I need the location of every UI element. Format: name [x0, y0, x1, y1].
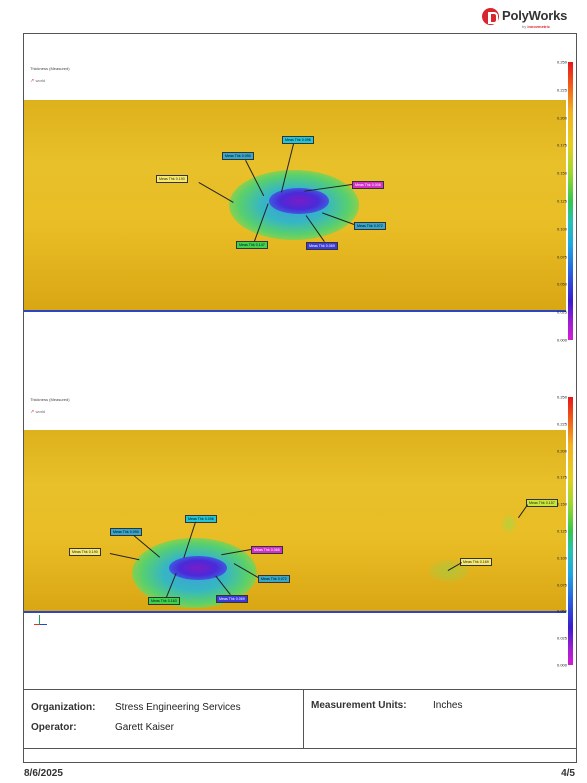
scale-tick: 0.175	[556, 474, 567, 480]
panel-title: Thickness (Measured)	[30, 397, 70, 402]
callout-1[interactable]: Meas Thk 0.090	[222, 152, 254, 161]
callout-2[interactable]: Meas Thk 0.096	[185, 515, 217, 524]
scale-tick: 0.125	[556, 198, 567, 204]
dent-core	[169, 556, 227, 580]
operator-label: Operator:	[31, 722, 77, 733]
organization-row: Organization:	[31, 702, 95, 713]
callout-1[interactable]: Meas Thk 0.090	[110, 528, 142, 537]
color-scale-ticks: 0.250 0.225 0.200 0.175 0.150 0.125 0.10…	[550, 394, 568, 668]
logo-text: PolyWorks	[502, 8, 568, 23]
scale-tick: 0.150	[556, 501, 567, 507]
report-info-table: Organization: Stress Engineering Service…	[23, 689, 577, 749]
scale-tick: 0.100	[556, 555, 567, 561]
minor-dent-region	[502, 515, 516, 533]
scale-tick: 0.150	[556, 170, 567, 176]
organization-value: Stress Engineering Services	[115, 702, 241, 713]
callout-3[interactable]: Meas Thk 0.190	[69, 548, 101, 557]
polyworks-logo-icon	[482, 8, 499, 25]
scale-tick: 0.050	[556, 281, 567, 287]
dent-core	[269, 188, 329, 214]
scale-tick: 0.250	[556, 394, 567, 400]
color-scale-bar	[568, 397, 573, 665]
scale-tick: 0.000	[556, 662, 567, 668]
callout-3[interactable]: Meas Thk 0.190	[156, 175, 188, 184]
world-label: world	[30, 78, 46, 84]
units-value: Inches	[433, 700, 463, 711]
operator-value: Garett Kaiser	[115, 722, 174, 733]
callout-4[interactable]: Meas Thk 0.065	[251, 546, 283, 555]
scale-tick: 0.025	[556, 635, 567, 641]
callout-2[interactable]: Meas Thk 0.096	[282, 136, 314, 145]
units-value-row: Inches	[433, 700, 462, 711]
operator-value-row: Garett Kaiser	[115, 722, 174, 733]
scale-tick: 0.125	[556, 528, 567, 534]
thickness-map-panel-2: Thickness (Measured) world Meas Thk 0.09…	[24, 375, 576, 675]
panel-title: Thickness (Measured)	[30, 66, 70, 71]
info-divider	[303, 690, 304, 749]
organization-value-row: Stress Engineering Services	[115, 702, 241, 713]
axis-triad-icon	[34, 615, 48, 629]
operator-row: Operator:	[31, 722, 77, 733]
callout-4[interactable]: Meas Thk 0.006	[352, 181, 384, 190]
scale-tick: 0.075	[556, 582, 567, 588]
scale-tick: 0.100	[556, 226, 567, 232]
scale-tick: 0.225	[556, 421, 567, 427]
pipe-thickness-map	[24, 100, 566, 312]
callout-7[interactable]: Meas Thk 0.069	[306, 242, 338, 251]
callout-6[interactable]: Meas Thk 0.147	[236, 241, 268, 250]
callout-6[interactable]: Meas Thk 0.163	[148, 597, 180, 606]
units-row: Measurement Units:	[311, 700, 407, 711]
scale-tick: 0.025	[556, 309, 567, 315]
callout-7[interactable]: Meas Thk 0.069	[216, 595, 248, 604]
thickness-map-panel-1: Thickness (Measured) world Meas Thk 0.09…	[24, 40, 576, 355]
callout-5[interactable]: Meas Thk 0.072	[258, 575, 290, 584]
callout-9[interactable]: Meas Thk 0.157	[526, 499, 558, 508]
color-scale-ticks: 0.250 0.225 0.200 0.175 0.150 0.125 0.10…	[550, 59, 568, 343]
scale-tick: 0.175	[556, 142, 567, 148]
scale-tick: 0.050	[556, 608, 567, 614]
page-number: 4/5	[561, 768, 575, 779]
color-scale-bar	[568, 62, 573, 340]
callout-5[interactable]: Meas Thk 0.072	[354, 222, 386, 231]
scale-tick: 0.200	[556, 448, 567, 454]
world-label: world	[30, 409, 46, 415]
units-label: Measurement Units:	[311, 700, 407, 711]
scale-tick: 0.000	[556, 337, 567, 343]
scale-tick: 0.225	[556, 87, 567, 93]
callout-8[interactable]: Meas Thk 0.169	[460, 558, 492, 567]
footer-date: 8/6/2025	[24, 768, 63, 779]
organization-label: Organization:	[31, 702, 96, 713]
logo-subtext: by innovmetric	[522, 24, 551, 29]
page-frame	[23, 33, 577, 763]
minor-dent-region	[429, 560, 469, 582]
pipe-thickness-map	[24, 430, 566, 613]
scale-tick: 0.075	[556, 254, 567, 260]
polyworks-logo: PolyWorks by innovmetric	[482, 6, 574, 32]
scale-tick: 0.200	[556, 115, 567, 121]
scale-tick: 0.250	[556, 59, 567, 65]
